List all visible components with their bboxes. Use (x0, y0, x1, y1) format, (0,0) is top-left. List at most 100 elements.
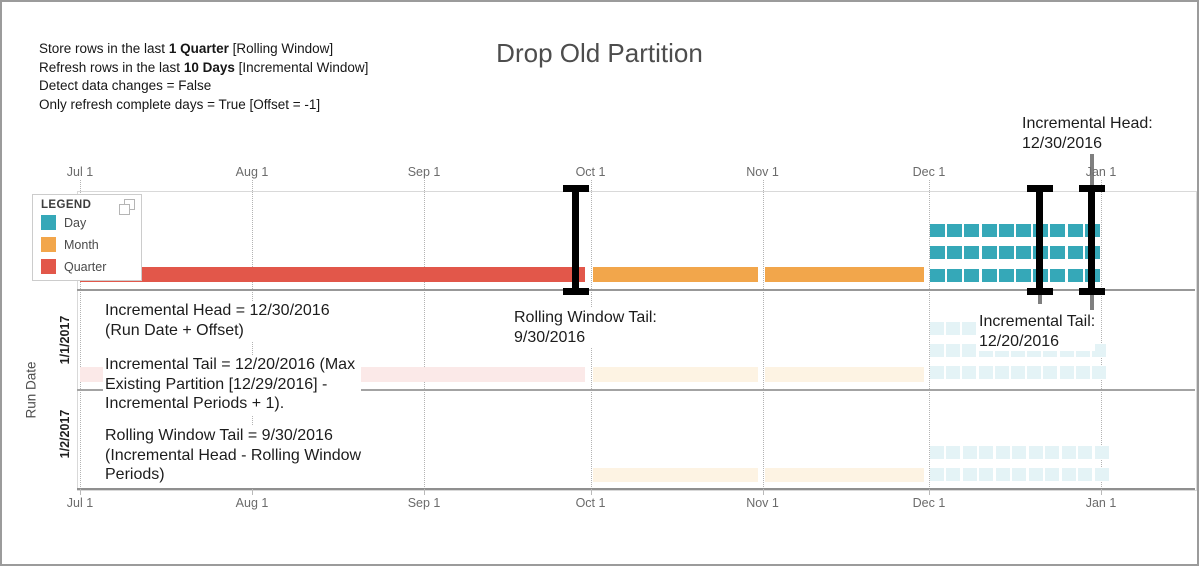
row-label-1-1-2017: 1/1/2017 (58, 315, 72, 365)
annotation-line: 12/20/2016 (979, 332, 1060, 350)
annotation-head-formula: Incremental Head = 12/30/2016 (Run Date … (103, 301, 336, 342)
x-axis-tick (424, 489, 426, 495)
annotation-rolling-formula: Rolling Window Tail = 9/30/2016 (Increme… (103, 426, 368, 487)
day-partition-square[interactable] (981, 269, 997, 282)
x-axis-line (77, 488, 1195, 490)
faded-day-partition-square (978, 366, 993, 379)
faded-month-partition-bar (592, 367, 758, 382)
x-axis-label-bottom: Nov 1 (746, 496, 779, 510)
config-line: Detect data changes = False (39, 78, 212, 93)
faded-day-partition-square (994, 366, 1009, 379)
config-summary: Store rows in the last 1 Quarter [Rollin… (39, 40, 368, 114)
x-axis-label-top: Jul 1 (66, 165, 94, 179)
faded-day-partition-square (962, 446, 977, 459)
day-partition-square[interactable] (964, 224, 980, 237)
faded-day-partition-square (929, 344, 944, 357)
incremental-head-marker-cap (1078, 288, 1105, 295)
faded-month-partition-bar (764, 468, 924, 482)
annotation-line: Rolling Window Tail: (514, 309, 657, 326)
annotation-line: 9/30/2016 (514, 328, 586, 346)
faded-day-partition-square (1010, 366, 1025, 379)
faded-day-partition-square (979, 468, 994, 481)
month-gridline (762, 180, 764, 489)
day-partition-square[interactable] (1015, 224, 1031, 237)
annotation-line: Rolling Window Tail = 9/30/2016 (105, 427, 333, 444)
annotation-line: Incremental Head = 12/30/2016 (105, 302, 330, 319)
x-axis-label-top: Oct 1 (575, 165, 606, 179)
day-partition-square[interactable] (964, 246, 980, 259)
day-partition-square[interactable] (929, 269, 945, 282)
day-partition-square[interactable] (998, 246, 1014, 259)
x-axis-label-bottom: Jan 1 (1085, 496, 1117, 510)
day-partition-square[interactable] (981, 246, 997, 259)
faded-day-partition-square (946, 468, 961, 481)
legend-pages-icon[interactable] (119, 199, 135, 215)
annotation-incremental-tail: Incremental Tail: 12/20/2016 (979, 312, 1096, 351)
day-partition-square[interactable] (947, 246, 963, 259)
legend-item-label: Month (64, 237, 99, 252)
rolling-window-tail-marker-cap (562, 288, 589, 295)
day-partition-square[interactable] (998, 224, 1014, 237)
day-partition-square[interactable] (1015, 269, 1031, 282)
day-partition-square[interactable] (1050, 224, 1066, 237)
run-date-line (1037, 290, 1042, 304)
faded-day-partition-square (1078, 468, 1093, 481)
day-partition-square[interactable] (1015, 246, 1031, 259)
day-partition-square[interactable] (929, 224, 945, 237)
row-separator (77, 289, 1195, 291)
x-axis-tick (762, 489, 764, 495)
legend-item-day[interactable]: Day (41, 215, 86, 230)
config-line: Only refresh complete days = True [Offse… (39, 96, 321, 112)
annotation-tail-formula: Incremental Tail = 12/20/2016 (Max Exist… (103, 355, 362, 416)
day-partition-square[interactable] (1067, 246, 1083, 259)
day-partition-square[interactable] (1067, 269, 1083, 282)
faded-day-partition-square (962, 366, 977, 379)
faded-day-partition-square (1045, 446, 1060, 459)
legend-item-month[interactable]: Month (41, 237, 99, 252)
faded-day-partition-square (929, 366, 944, 379)
month-swatch (41, 237, 56, 252)
day-partition-square[interactable] (947, 224, 963, 237)
faded-day-partition-square (1091, 344, 1106, 357)
legend-item-quarter[interactable]: Quarter (41, 259, 106, 274)
legend-item-label: Quarter (64, 259, 107, 274)
annotation-line: Periods) (105, 466, 165, 483)
legend: LEGEND Day Month Quarter (32, 194, 142, 281)
day-partition-square[interactable] (998, 269, 1014, 282)
day-partition-square[interactable] (1067, 224, 1083, 237)
faded-day-partition-square (1028, 446, 1043, 459)
row-separator (77, 389, 1195, 391)
x-axis-label-bottom: Oct 1 (575, 496, 606, 510)
day-partition-square[interactable] (1050, 269, 1066, 282)
quarter-partition-bar[interactable] (80, 267, 585, 282)
rolling-window-tail-marker-cap (562, 185, 589, 192)
annotation-line: Incremental Periods + 1). (105, 395, 285, 412)
plot-area (77, 191, 1197, 491)
legend-title: LEGEND (41, 199, 92, 211)
faded-day-partition-square (1027, 366, 1042, 379)
month-partition-bar[interactable] (592, 267, 758, 282)
annotation-line: 12/30/2016 (1022, 134, 1103, 152)
day-swatch (41, 215, 56, 230)
faded-month-partition-bar (764, 367, 924, 382)
day-partition-square[interactable] (929, 246, 945, 259)
faded-month-partition-bar (592, 468, 758, 482)
incremental-head-marker-cap (1078, 185, 1105, 192)
month-partition-bar[interactable] (764, 267, 924, 282)
rolling-window-tail-marker (572, 185, 580, 295)
x-axis-label-top: Sep 1 (407, 165, 441, 179)
annotation-line: Incremental Tail = 12/20/2016 (Max (105, 356, 356, 373)
annotation-line: (Incremental Head - Rolling Window (105, 446, 362, 464)
x-axis-label-top: Aug 1 (235, 165, 269, 179)
faded-day-partition-square (1091, 366, 1106, 379)
faded-day-partition-square (1061, 446, 1076, 459)
day-partition-square[interactable] (947, 269, 963, 282)
faded-day-partition-square (962, 322, 977, 335)
day-partition-square[interactable] (981, 224, 997, 237)
day-partition-square[interactable] (964, 269, 980, 282)
x-axis-tick (590, 489, 592, 495)
day-partition-square[interactable] (1050, 246, 1066, 259)
x-axis-label-top: Nov 1 (746, 165, 779, 179)
